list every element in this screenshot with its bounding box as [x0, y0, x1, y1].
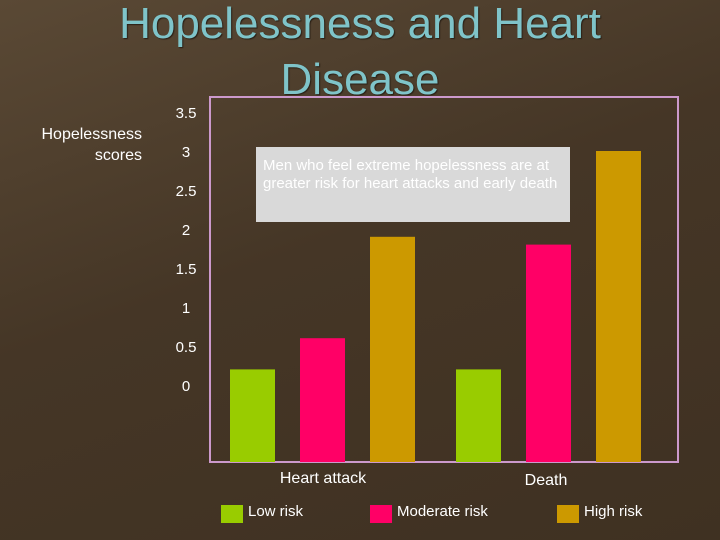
- title-line-1: Hopelessness and Heart: [119, 0, 601, 48]
- y-tick-label: 0.5: [176, 339, 197, 356]
- y-tick-label: 2: [182, 222, 190, 239]
- y-axis-label: Hopelessness scores: [41, 126, 143, 164]
- annotation-box: Men who feel extreme hopelessness are at…: [256, 147, 570, 222]
- legend-label: Low risk: [248, 503, 304, 520]
- plot-area-border: [209, 96, 679, 463]
- bar-moderate-risk-heart-attack: [300, 338, 345, 462]
- legend-label: Moderate risk: [397, 503, 488, 520]
- y-tick-label: 1.5: [176, 261, 197, 278]
- y-tick-label: 2.5: [176, 183, 197, 200]
- bar-high-risk-death: [596, 151, 641, 462]
- y-tick-label: 0: [182, 378, 190, 395]
- y-tick-label: 3.5: [176, 105, 197, 122]
- bar-high-risk-heart-attack: [370, 236, 415, 462]
- y-tick-label: 3: [182, 144, 190, 161]
- legend-swatch: [370, 505, 392, 523]
- legend-label: High risk: [584, 503, 643, 520]
- bar-low-risk-heart-attack: [230, 369, 275, 462]
- title-line-2: Disease: [280, 55, 440, 104]
- slide-title: Hopelessness and Heart Disease: [40, 0, 680, 108]
- category-label: Heart attack: [280, 470, 367, 487]
- legend-swatch: [557, 505, 579, 523]
- bar-moderate-risk-death: [526, 244, 571, 462]
- y-tick-label: 1: [182, 300, 190, 317]
- legend-swatch: [221, 505, 243, 523]
- bar-low-risk-death: [456, 369, 501, 462]
- category-label: Death: [525, 472, 568, 489]
